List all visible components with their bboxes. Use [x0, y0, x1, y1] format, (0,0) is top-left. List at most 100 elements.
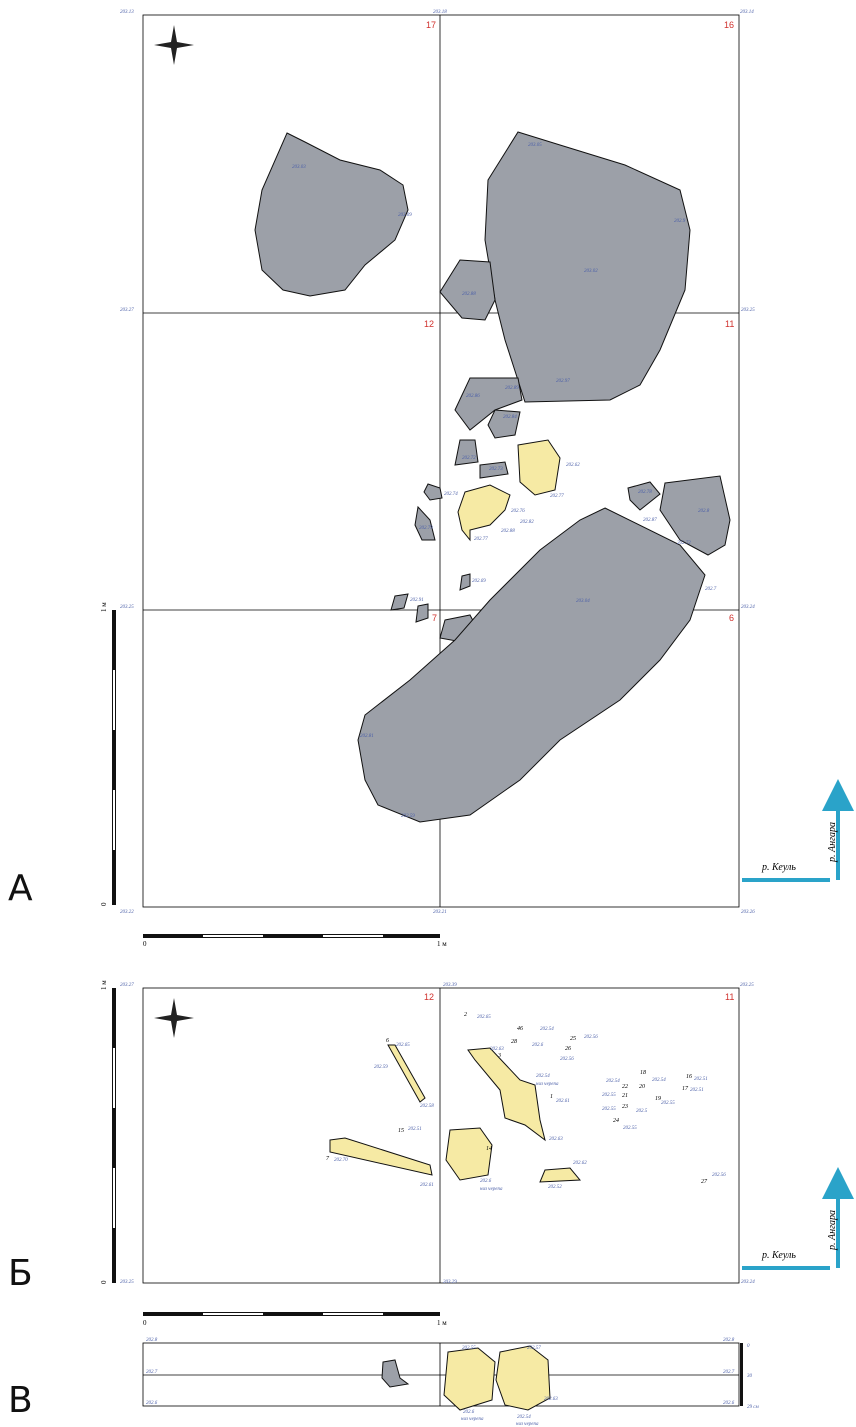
label: 203.25 [741, 308, 755, 313]
label: 25 [570, 1036, 576, 1042]
label: 202.89 [505, 386, 519, 391]
site-plan: А203.13203.18203.14203.27203.25203.25203… [0, 0, 856, 1427]
label: 203.25 [120, 605, 134, 610]
label: 202.6 [480, 1179, 492, 1184]
panel-letter: В [8, 1380, 33, 1421]
label: 202.55 [661, 1101, 675, 1106]
label: 202.77 [550, 494, 564, 499]
label: р. Ангара [827, 822, 838, 863]
label: 202.52 [548, 1185, 562, 1190]
label: 202.54 [652, 1078, 666, 1083]
panel-letter: А [8, 868, 33, 909]
label: 202.82 [520, 520, 534, 525]
label: 203.26 [741, 910, 755, 915]
label: 1 м [437, 1319, 447, 1327]
label: р. Ангара [827, 1210, 838, 1251]
label: 7 [326, 1156, 330, 1162]
label: низ черепа [461, 1417, 484, 1422]
label: 202.51 [694, 1077, 708, 1082]
label: 202.56 [560, 1057, 574, 1062]
label: 27 [701, 1179, 708, 1185]
label: 1 м [100, 602, 108, 612]
label: 203.05 [528, 143, 542, 148]
label: 202.63 [549, 1137, 563, 1142]
label: 202.6 [146, 1401, 158, 1406]
label: 1 м [100, 980, 108, 990]
section-c [143, 1343, 743, 1410]
label: 203.25 [120, 1280, 134, 1285]
label: 3 [497, 1053, 501, 1059]
square-number: 17 [426, 20, 436, 30]
label: 203.27 [120, 308, 134, 313]
label: 202.88 [501, 529, 515, 534]
label: 203.03 [292, 165, 306, 170]
label: 202.6 [463, 1410, 475, 1415]
label: 0 [143, 1319, 147, 1327]
label: 203.22 [120, 910, 134, 915]
label: 202.88 [462, 292, 476, 297]
label: 18 [640, 1070, 646, 1076]
label: 203.27 [120, 983, 134, 988]
label: 24 [613, 1117, 619, 1124]
label: 202.63 [490, 1047, 504, 1052]
label: 0 [100, 1280, 108, 1284]
plan-a [112, 15, 838, 938]
label: 1 м [437, 940, 447, 948]
label: 203.24 [741, 1280, 755, 1285]
label: 22 [622, 1084, 628, 1090]
label: 202.79 [419, 526, 433, 531]
label: 203.25 [740, 983, 754, 988]
label: 202.72 [677, 541, 691, 546]
label: 202.84 [503, 415, 517, 420]
label: р. Кеуль [761, 1250, 796, 1261]
label: 202.81 [360, 734, 374, 739]
label: 202.72 [462, 456, 476, 461]
label: 202.70 [334, 1158, 348, 1163]
label: 202.65 [396, 1043, 410, 1048]
label: 202.69 [472, 579, 486, 584]
square-number: 12 [424, 319, 434, 329]
label: 202.58 [420, 1104, 434, 1109]
label: 2 [464, 1012, 467, 1018]
label: 202.97 [556, 379, 570, 384]
label: 26 [565, 1046, 571, 1052]
square-number: 16 [724, 20, 734, 30]
label: 203.14 [740, 10, 754, 15]
label: 202.61 [556, 1099, 570, 1104]
label: 28 [511, 1039, 517, 1045]
label: 17 [682, 1086, 689, 1092]
label: 203.09 [398, 213, 412, 218]
label: 0 [100, 902, 108, 906]
label: 0 [747, 1344, 750, 1349]
square-number: 12 [424, 992, 434, 1002]
plan-b [112, 988, 838, 1316]
label: 202.8 [723, 1338, 735, 1343]
label: 202.73 [489, 467, 503, 472]
label: 202.54 [536, 1074, 550, 1079]
label: низ черепа [516, 1422, 539, 1427]
label: 202.55 [623, 1126, 637, 1131]
square-number: 6 [729, 613, 734, 623]
label: 202.8 [146, 1338, 158, 1343]
label: 16 [686, 1074, 692, 1080]
panel-letter: Б [8, 1253, 33, 1294]
label: 203.18 [433, 10, 447, 15]
label: 202.7 [723, 1370, 735, 1375]
label: 202.55 [602, 1107, 616, 1112]
label: 202.91 [410, 598, 424, 603]
label: 202.8 [698, 509, 710, 514]
label: 1 [550, 1094, 553, 1100]
label: 202.7 [146, 1370, 158, 1375]
label: 202.78 [638, 490, 652, 495]
label: 203.02 [584, 269, 598, 274]
label: 202.61 [420, 1183, 434, 1188]
label: 6 [386, 1038, 389, 1044]
label: 29 см [747, 1405, 759, 1410]
label: 202.86 [466, 394, 480, 399]
label: 203.39 [443, 983, 457, 988]
label: 30 [747, 1374, 753, 1379]
label: 202.62 [566, 463, 580, 468]
label: 21 [622, 1093, 628, 1099]
label: 202.54 [606, 1079, 620, 1084]
label: 15 [398, 1128, 404, 1134]
